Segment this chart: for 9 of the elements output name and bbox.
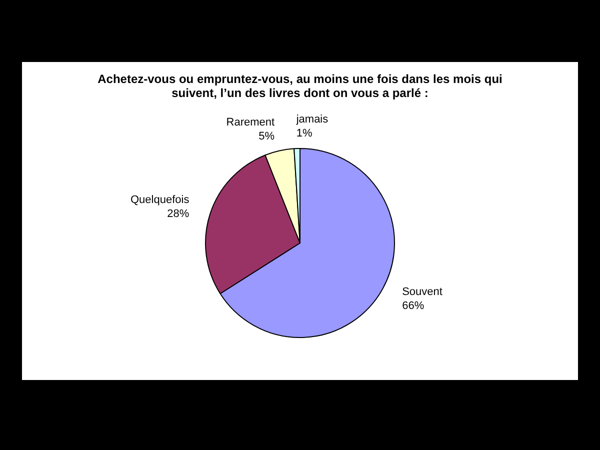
data-label: 1%: [296, 128, 312, 140]
data-label: 66%: [402, 300, 424, 312]
slice-label: Rarement: [226, 116, 275, 128]
slice-label: jamais: [295, 114, 329, 126]
slice-label: Quelquefois: [130, 194, 190, 206]
chart-title: Achetez-vous ou empruntez-vous, au moins une fois dans les mois qui suivent, l’un des livres dont on vous a parlé :: [96, 72, 504, 100]
data-label: 28%: [167, 208, 190, 220]
data-label: 5%: [258, 130, 275, 142]
slice-label: Souvent: [402, 286, 442, 298]
